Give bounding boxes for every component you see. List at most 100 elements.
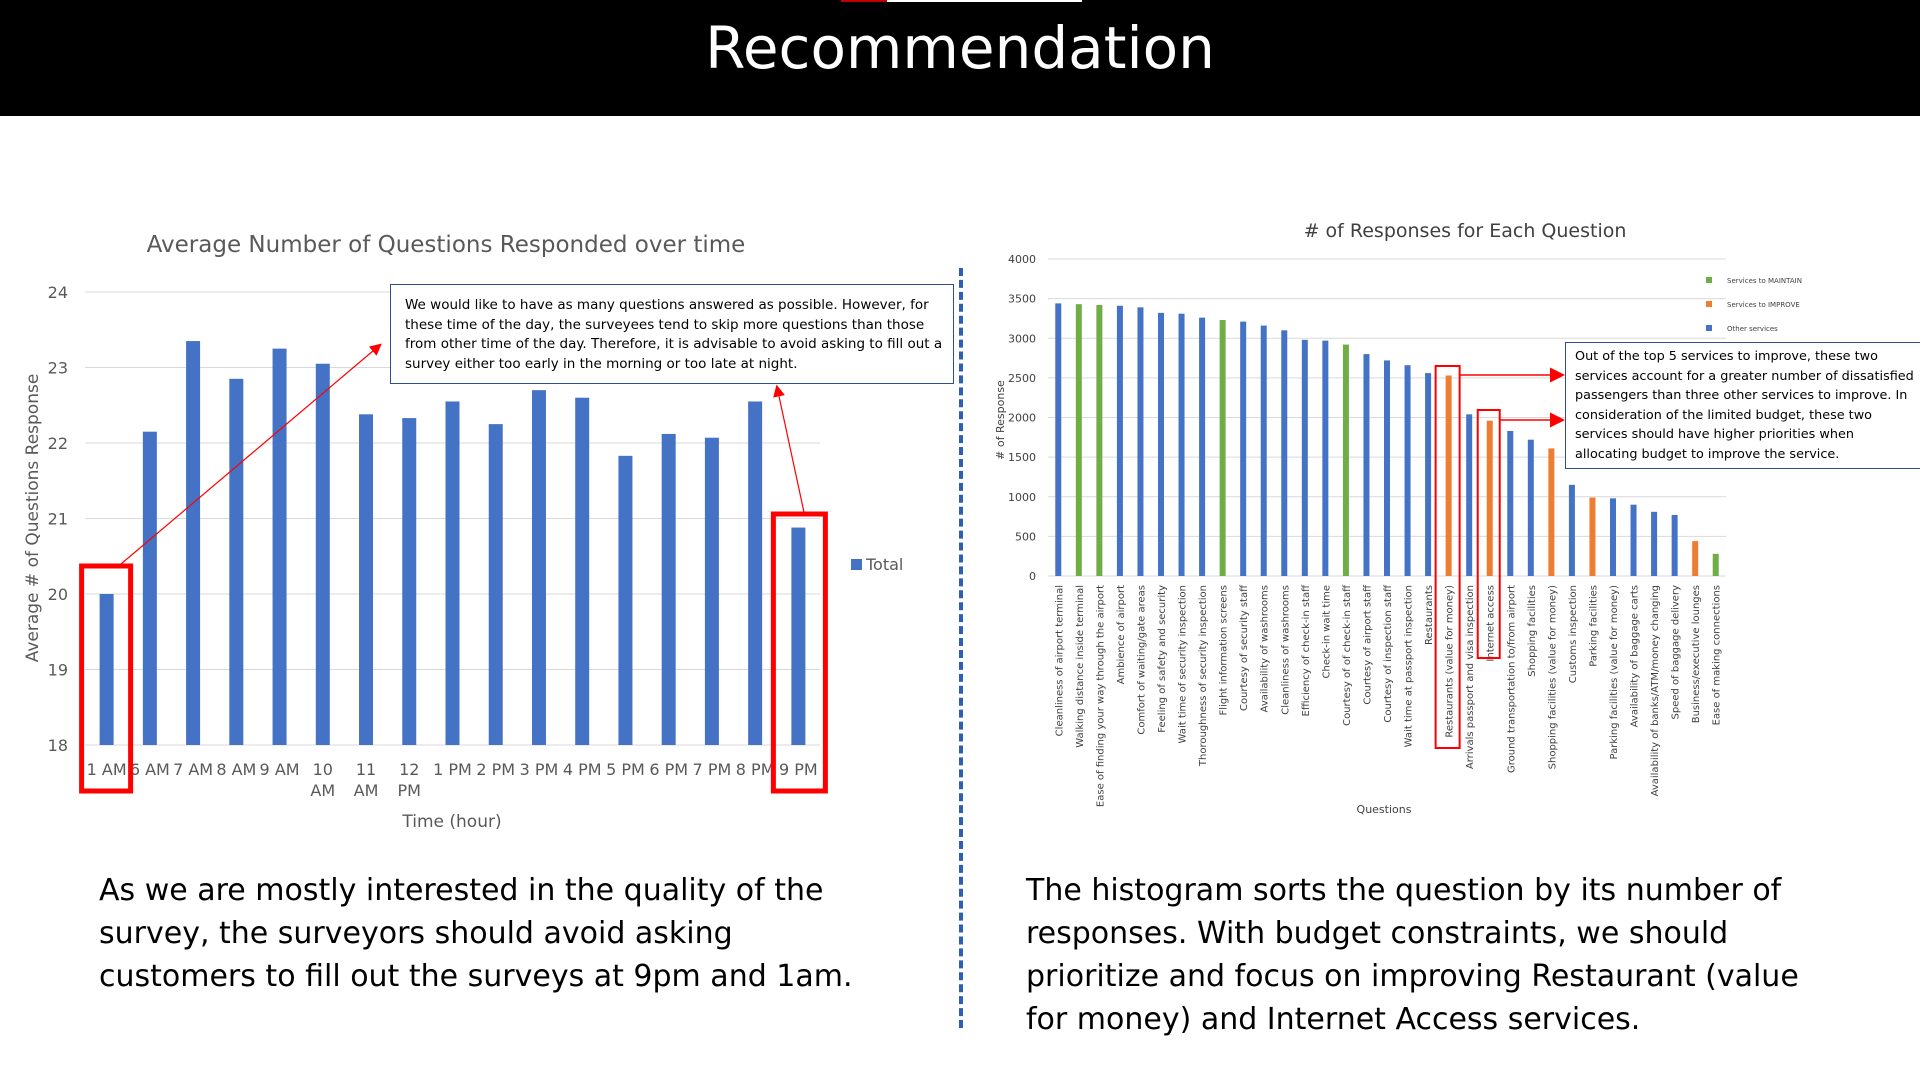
bar	[1404, 365, 1411, 576]
bar	[315, 363, 330, 745]
bar	[661, 433, 676, 745]
x-tick-label: Wait time at passport inspection	[1404, 585, 1415, 747]
x-tick-label: Courtesy of inspection staff	[1383, 584, 1394, 723]
x-tick-label: Customs inspection	[1568, 585, 1579, 683]
y-tick-label: 1500	[1008, 451, 1036, 464]
highlight-box-1am	[79, 563, 134, 794]
x-tick-label: 7 AM	[173, 760, 213, 779]
x-tick-label: Business/executive lounges	[1691, 585, 1702, 723]
bar	[618, 455, 633, 745]
time-chart-callout: We would like to have as many questions …	[390, 284, 954, 384]
bar	[1548, 448, 1555, 576]
x-tick-label: Ease of making connections	[1712, 585, 1723, 725]
x-tick-label: Availability of baggage carts	[1630, 585, 1641, 727]
legend-label: Other services	[1727, 325, 1778, 333]
bar	[1507, 430, 1514, 576]
x-tick-label: Internet access	[1486, 585, 1497, 662]
x-tick-label: Thoroughness of security inspection	[1198, 585, 1209, 767]
y-tick-label: 2500	[1008, 372, 1036, 385]
y-tick-label: 500	[1015, 530, 1036, 543]
page-title: Recommendation	[705, 14, 1215, 82]
title-accent-line	[841, 0, 1082, 2]
x-tick-label: Feeling of safety and security	[1157, 585, 1168, 733]
bar	[1445, 375, 1452, 576]
x-tick-label: Courtesy of of check-in staff	[1342, 584, 1353, 726]
questions-chart-callout: Out of the top 5 services to improve, th…	[1565, 342, 1920, 469]
legend-swatch	[1706, 277, 1712, 283]
bar	[1342, 344, 1349, 576]
bar	[1651, 511, 1658, 576]
x-tick-label: Restaurants	[1424, 585, 1435, 645]
bar	[1199, 317, 1206, 576]
bar	[791, 527, 806, 745]
bar	[186, 341, 201, 745]
bar	[1301, 339, 1308, 576]
x-tick-label: Ease of finding your way through the air…	[1095, 585, 1106, 807]
bar	[1219, 320, 1226, 576]
legend-label: Total	[865, 555, 903, 574]
y-tick-label: 22	[48, 434, 68, 453]
x-tick-label: Courtesy of security staff	[1239, 584, 1250, 711]
legend-label: Services to IMPROVE	[1727, 301, 1800, 309]
bar	[359, 414, 374, 745]
x-tick-label: 8 PM	[736, 760, 775, 779]
y-tick-label: 24	[48, 283, 68, 302]
x-tick-label: Restaurants (value for money)	[1445, 585, 1456, 738]
bar	[1630, 504, 1637, 576]
y-tick-label: 3500	[1008, 293, 1036, 306]
x-tick-label: Shopping facilities	[1527, 585, 1538, 677]
bar	[704, 437, 719, 745]
y-tick-label: 4000	[1008, 253, 1036, 266]
x-tick-label: 3 PM	[520, 760, 559, 779]
bar	[1671, 514, 1678, 576]
y-tick-label: 19	[48, 661, 68, 680]
x-tick-label: 4 PM	[563, 760, 602, 779]
time-chart-callout-text: We would like to have as many questions …	[405, 297, 943, 372]
y-tick-label: 23	[48, 359, 68, 378]
bar	[1425, 373, 1432, 576]
x-tick-label: Arrivals passport and visa inspection	[1465, 585, 1476, 769]
x-tick-label: AM	[310, 781, 335, 800]
time-chart-ylabel: Average # of Questions Response	[23, 374, 43, 663]
bar	[402, 418, 417, 745]
y-tick-label: 21	[48, 510, 68, 529]
x-tick-label: 6 PM	[649, 760, 688, 779]
bar	[1527, 439, 1534, 576]
x-tick-label: 1 AM	[87, 760, 127, 779]
x-tick-label: Flight information screens	[1219, 585, 1230, 715]
x-tick-label: Cleanliness of washrooms	[1280, 585, 1291, 715]
bar	[1178, 313, 1185, 576]
highlight-box-restaurants-value	[1434, 365, 1461, 749]
bar	[272, 348, 287, 745]
bar	[1116, 305, 1123, 576]
x-tick-label: 7 PM	[693, 760, 732, 779]
section-divider	[959, 268, 963, 1028]
bar	[99, 594, 114, 745]
bar	[1158, 312, 1164, 576]
questions-chart-xlabel: Questions	[1357, 803, 1412, 816]
x-tick-label: 12	[399, 760, 419, 779]
bar	[229, 378, 244, 745]
y-tick-label: 2000	[1008, 412, 1036, 425]
legend-swatch	[1706, 301, 1712, 307]
bar	[1363, 354, 1370, 576]
bar	[1137, 307, 1144, 576]
x-tick-label: Comfort of waiting/gate areas	[1136, 585, 1147, 735]
bar	[1322, 340, 1329, 576]
bar	[1712, 553, 1719, 576]
questions-chart-title: # of Responses for Each Question	[1304, 220, 1627, 242]
right-caption: The histogram sorts the question by its …	[1026, 873, 1799, 1037]
title-bar: Recommendation	[0, 0, 1920, 116]
bar	[575, 397, 590, 745]
x-tick-label: 11	[356, 760, 376, 779]
x-tick-label: Availability of washrooms	[1260, 585, 1271, 712]
bar	[1075, 304, 1082, 576]
x-tick-label: Ground transportation to/from airport	[1506, 585, 1517, 773]
x-tick-label: Availability of banks/ATM/money changing	[1650, 585, 1661, 796]
legend-label: Services to MAINTAIN	[1727, 277, 1802, 285]
x-tick-label: Parking facilities	[1588, 585, 1599, 667]
x-tick-label: PM	[398, 781, 421, 800]
bar	[1096, 304, 1103, 576]
x-tick-label: 8 AM	[216, 760, 256, 779]
x-tick-label: Walking distance inside terminal	[1075, 585, 1086, 748]
